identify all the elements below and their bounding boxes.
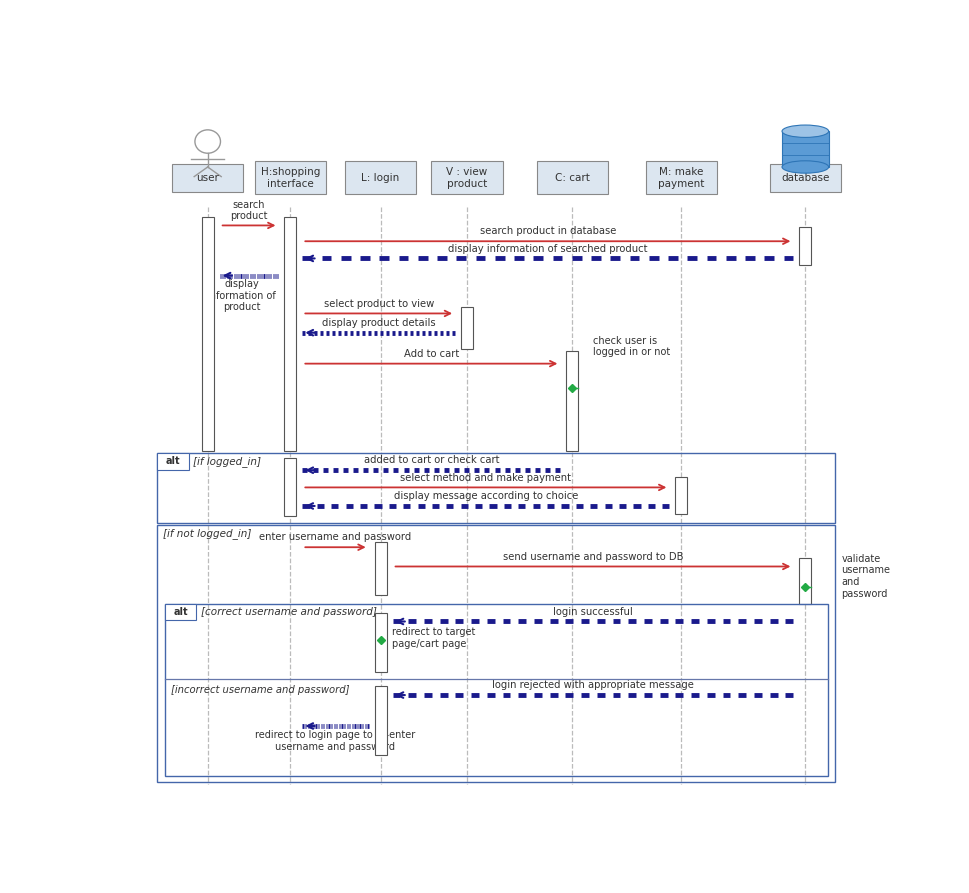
Text: H:shopping
interface: H:shopping interface [261,167,320,188]
Text: check user is
logged in or not: check user is logged in or not [593,336,670,357]
Text: Add to cart: Add to cart [403,349,458,359]
Bar [460,306,473,349]
Text: [if not logged_in]: [if not logged_in] [163,528,251,538]
Text: login rejected with appropriate message: login rejected with appropriate message [491,680,693,690]
Text: L: login: L: login [361,173,399,183]
Bar [374,613,387,672]
Ellipse shape [781,161,828,173]
Bar [165,604,827,775]
Bar [202,217,213,451]
Bar [345,162,416,195]
Text: display product details: display product details [322,318,435,328]
Bar [157,453,834,523]
Text: search
product: search product [230,200,267,221]
Bar [374,542,387,596]
Bar [566,351,578,451]
Text: M: make
payment: M: make payment [657,167,703,188]
Text: enter username and password: enter username and password [259,532,411,542]
Text: select product to view: select product to view [324,298,433,309]
Bar [157,525,834,782]
Text: alt: alt [173,607,188,617]
Text: user: user [196,173,219,183]
Bar [165,604,196,620]
Bar [172,164,243,192]
Bar [798,228,810,265]
Text: validate
username
and
password: validate username and password [840,554,890,598]
Text: display
information of
product: display information of product [207,279,275,313]
Text: alt: alt [166,456,180,466]
Text: select method and make payment: select method and make payment [400,472,571,482]
Bar [768,164,840,192]
Bar [255,162,326,195]
Text: [if logged_in]: [if logged_in] [193,455,262,467]
Bar [645,162,716,195]
Text: C: cart: C: cart [554,173,589,183]
Text: database: database [780,173,828,183]
Text: display message according to choice: display message according to choice [393,491,578,501]
Text: V : view
product: V : view product [446,167,487,188]
Bar [374,686,387,755]
Bar [284,458,297,516]
Bar [157,453,189,470]
Text: login successful: login successful [552,606,632,617]
Text: send username and password to DB: send username and password to DB [502,552,682,562]
Bar [798,557,810,604]
Ellipse shape [781,125,828,138]
Bar [674,477,687,514]
Bar [781,131,828,167]
Text: redirect to target
page/cart page: redirect to target page/cart page [391,627,475,649]
Text: search product in database: search product in database [480,227,615,237]
Bar [284,217,297,451]
Bar [536,162,608,195]
Bar [431,162,502,195]
Text: display information of searched product: display information of searched product [448,244,647,254]
Text: redirect to login page to re-enter
username and password: redirect to login page to re-enter usern… [255,730,415,752]
Text: [correct username and password]: [correct username and password] [201,607,376,617]
Text: [incorrect username and password]: [incorrect username and password] [171,685,349,695]
Text: added to cart or check cart: added to cart or check cart [363,455,499,465]
